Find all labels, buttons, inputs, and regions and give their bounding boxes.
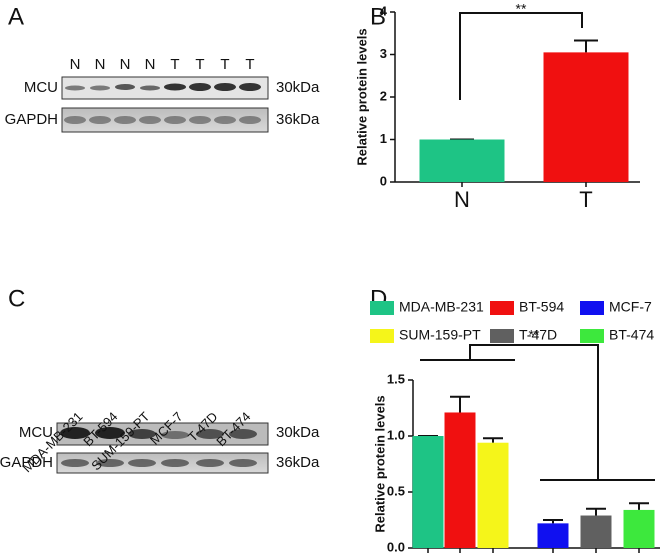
lane-label: N (70, 56, 81, 73)
lane-label: N (145, 56, 156, 73)
y-tick-label: 3 (380, 46, 387, 61)
y-tick-label: 0.0 (387, 539, 405, 554)
legend-swatch (370, 329, 394, 343)
size-label: 30kDa (276, 424, 320, 441)
row-label: MCU (19, 424, 53, 441)
bar (580, 515, 612, 548)
y-tick-label: 0 (380, 173, 387, 188)
bar (623, 509, 655, 548)
legend-swatch (490, 301, 514, 315)
legend-label: T-47D (519, 327, 557, 343)
lane-label: T (170, 56, 179, 73)
bands (60, 427, 257, 467)
legend-swatch (580, 301, 604, 315)
annotation: ** (516, 1, 527, 17)
legend-label: MCF-7 (609, 299, 652, 315)
bar (444, 412, 476, 548)
panel-label: B (370, 3, 386, 30)
y-tick-label: 1 (380, 131, 387, 146)
legend-label: BT-594 (519, 299, 564, 315)
bar (477, 442, 509, 548)
legend-label: SUM-159-PT (399, 327, 481, 343)
y-tick-label: 2 (380, 88, 387, 103)
x-tick-label: T (579, 187, 592, 212)
error-bar (483, 437, 503, 443)
bands (64, 83, 261, 124)
bar (412, 436, 444, 548)
x-tick-label: N (454, 187, 470, 212)
legend-swatch (370, 301, 394, 315)
size-label: 36kDa (276, 454, 320, 471)
lane-label: T (195, 56, 204, 73)
error-bar (450, 395, 470, 413)
bar (543, 52, 629, 182)
significance-bracket (420, 12, 655, 481)
lane-label: N (95, 56, 106, 73)
panel-label: A (8, 3, 24, 30)
bar (537, 523, 569, 548)
y-axis-label: Relative protein levels (354, 28, 369, 165)
y-tick-label: 4 (380, 3, 388, 18)
error-bar (543, 519, 563, 524)
row-label: GAPDH (5, 111, 58, 128)
panel-label: C (8, 285, 25, 312)
legend-label: MDA-MB-231 (399, 299, 484, 315)
y-axis-label: Relative protein levels (372, 395, 387, 532)
row-label: MCU (24, 79, 58, 96)
lane-label: T (220, 56, 229, 73)
legend-swatch (490, 329, 514, 343)
y-tick-label: 0.5 (387, 483, 405, 498)
error-bar (629, 502, 649, 510)
lane-label: N (120, 56, 131, 73)
size-label: 36kDa (276, 111, 320, 128)
legend-swatch (580, 329, 604, 343)
y-tick-label: 1.5 (387, 371, 405, 386)
y-tick-label: 1.0 (387, 427, 405, 442)
lane-label: T (245, 56, 254, 73)
annotation: ** (529, 327, 540, 343)
bar (419, 139, 505, 182)
error-bar (574, 39, 598, 53)
legend-label: BT-474 (609, 327, 654, 343)
error-bar (586, 507, 606, 516)
size-label: 30kDa (276, 79, 320, 96)
row-label: GAPDH (0, 454, 53, 471)
